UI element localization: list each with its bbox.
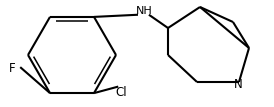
Text: Cl: Cl bbox=[115, 86, 127, 100]
Text: F: F bbox=[9, 62, 15, 74]
Text: NH: NH bbox=[136, 6, 152, 16]
Text: N: N bbox=[234, 79, 242, 91]
